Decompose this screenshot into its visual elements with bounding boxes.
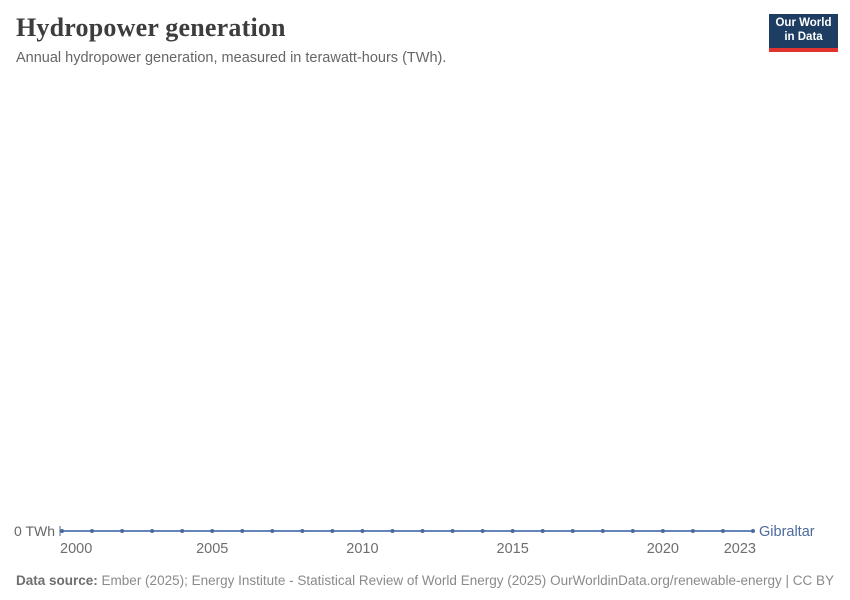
x-axis-tick-label: 2000 (60, 541, 92, 557)
data-point[interactable] (90, 529, 95, 533)
data-point[interactable] (330, 529, 335, 533)
x-axis-tick-label: 2015 (497, 541, 529, 557)
data-point[interactable] (751, 529, 755, 533)
data-point[interactable] (630, 529, 635, 533)
data-point[interactable] (390, 529, 395, 533)
owid-link[interactable]: OurWorldinData.org/renewable-energy | CC… (550, 573, 834, 588)
data-point[interactable] (150, 529, 155, 533)
data-point[interactable] (210, 529, 215, 533)
data-point[interactable] (300, 529, 305, 533)
owid-logo-line1: Our World (775, 17, 832, 30)
x-axis-tick-label: 2005 (196, 541, 228, 557)
data-point[interactable] (450, 529, 455, 533)
y-axis-label: 0 TWh (14, 523, 55, 539)
data-point[interactable] (360, 529, 365, 533)
data-point[interactable] (120, 529, 125, 533)
data-point[interactable] (240, 529, 245, 533)
data-point[interactable] (600, 529, 605, 533)
data-point[interactable] (720, 529, 725, 533)
data-source-label: Data source: (16, 573, 98, 588)
data-point[interactable] (270, 529, 275, 533)
x-axis-tick-label: 2023 (724, 541, 756, 557)
chart-footer: Data source: Ember (2025); Energy Instit… (16, 573, 834, 588)
data-point[interactable] (60, 529, 64, 533)
data-point[interactable] (480, 529, 485, 533)
data-point[interactable] (570, 529, 575, 533)
data-point[interactable] (420, 529, 425, 533)
page-title: Hydropower generation (16, 13, 286, 42)
x-axis-tick-label: 2020 (647, 541, 679, 557)
x-axis-tick-label: 2010 (346, 541, 378, 557)
data-point[interactable] (540, 529, 545, 533)
data-point[interactable] (690, 529, 695, 533)
data-source-text: Ember (2025); Energy Institute - Statist… (101, 573, 547, 588)
data-point[interactable] (660, 529, 665, 533)
chart-header: Hydropower generation Annual hydropower … (16, 12, 750, 68)
page-subtitle: Annual hydropower generation, measured i… (16, 50, 447, 67)
data-point[interactable] (510, 529, 515, 533)
data-source: Data source: Ember (2025); Energy Instit… (16, 573, 546, 588)
owid-logo-line2: in Data (784, 31, 823, 43)
owid-logo[interactable]: Our World in Data (769, 14, 838, 52)
data-point[interactable] (180, 529, 185, 533)
series-label-gibraltar[interactable]: Gibraltar (759, 524, 815, 540)
